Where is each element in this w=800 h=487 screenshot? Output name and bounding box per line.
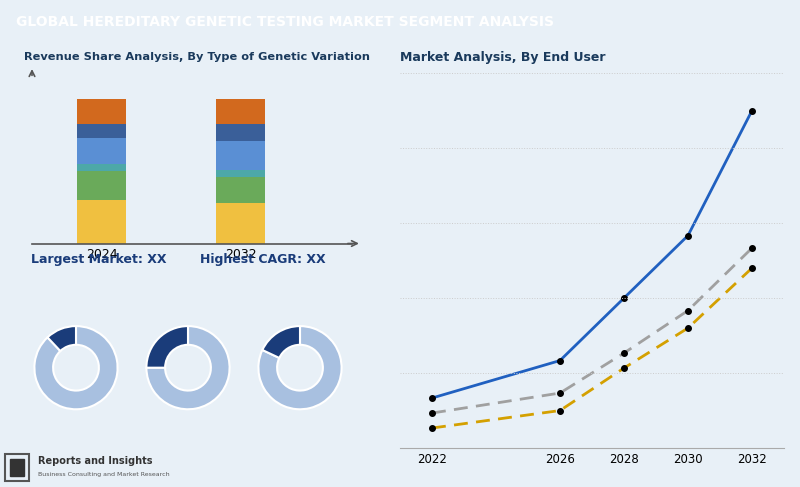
Text: Highest CAGR: XX: Highest CAGR: XX [200,253,326,265]
Wedge shape [47,326,76,351]
Text: GLOBAL HEREDITARY GENETIC TESTING MARKET SEGMENT ANALYSIS: GLOBAL HEREDITARY GENETIC TESTING MARKET… [16,15,554,29]
Bar [216,124,265,141]
FancyBboxPatch shape [10,459,24,476]
Text: Business Consulting and Market Research: Business Consulting and Market Research [38,472,170,477]
Text: Largest Market: XX: Largest Market: XX [31,253,166,265]
Text: Reports and Insights: Reports and Insights [38,455,153,466]
Bar [78,138,126,164]
Bar [78,164,126,171]
Wedge shape [34,326,118,409]
Bar [216,177,265,203]
Bar [216,170,265,177]
Bar [216,203,265,244]
Text: Revenue Share Analysis, By Type of Genetic Variation: Revenue Share Analysis, By Type of Genet… [24,52,370,62]
Wedge shape [146,326,188,368]
Bar [78,99,126,124]
Wedge shape [146,326,230,409]
Bar [78,124,126,138]
Bar [78,171,126,200]
Bar [216,99,265,124]
Wedge shape [262,326,300,358]
Text: Market Analysis, By End User: Market Analysis, By End User [400,51,606,64]
Bar [216,141,265,170]
Bar [78,200,126,244]
Wedge shape [258,326,342,409]
